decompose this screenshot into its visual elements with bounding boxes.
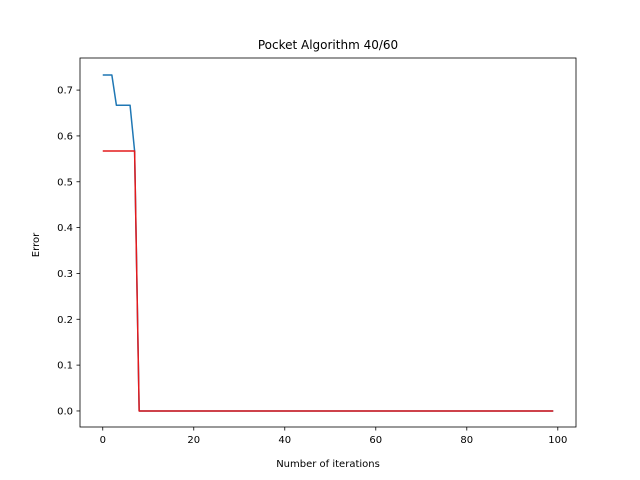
y-tick-label: 0.7 (57, 86, 73, 97)
x-tick-label: 80 (460, 435, 473, 446)
y-axis-label: Error (31, 232, 42, 257)
x-tick-label: 40 (278, 435, 291, 446)
y-tick-label: 0.5 (57, 177, 73, 188)
series-line-1 (102, 150, 554, 412)
y-tick-label: 0.0 (57, 406, 73, 417)
y-tick-label: 0.6 (57, 131, 73, 142)
x-tick-label: 0 (100, 435, 106, 446)
plot-area: 0 20 40 60 80 100 0.0 0.1 0.2 0.3 0.4 0.5 0.6 0.7 (57, 57, 577, 446)
x-tick-label: 20 (187, 435, 200, 446)
x-tick-label: 100 (548, 435, 567, 446)
y-tick-label: 0.2 (57, 315, 73, 326)
y-tick-label: 0.1 (57, 361, 73, 372)
chart-title: Pocket Algorithm 40/60 (258, 38, 398, 52)
x-tick-label: 60 (369, 435, 382, 446)
y-tick-label: 0.3 (57, 269, 73, 280)
y-tick-label: 0.4 (57, 223, 73, 234)
axes-frame (79, 57, 577, 428)
x-axis-label: Number of iterations (276, 459, 380, 470)
